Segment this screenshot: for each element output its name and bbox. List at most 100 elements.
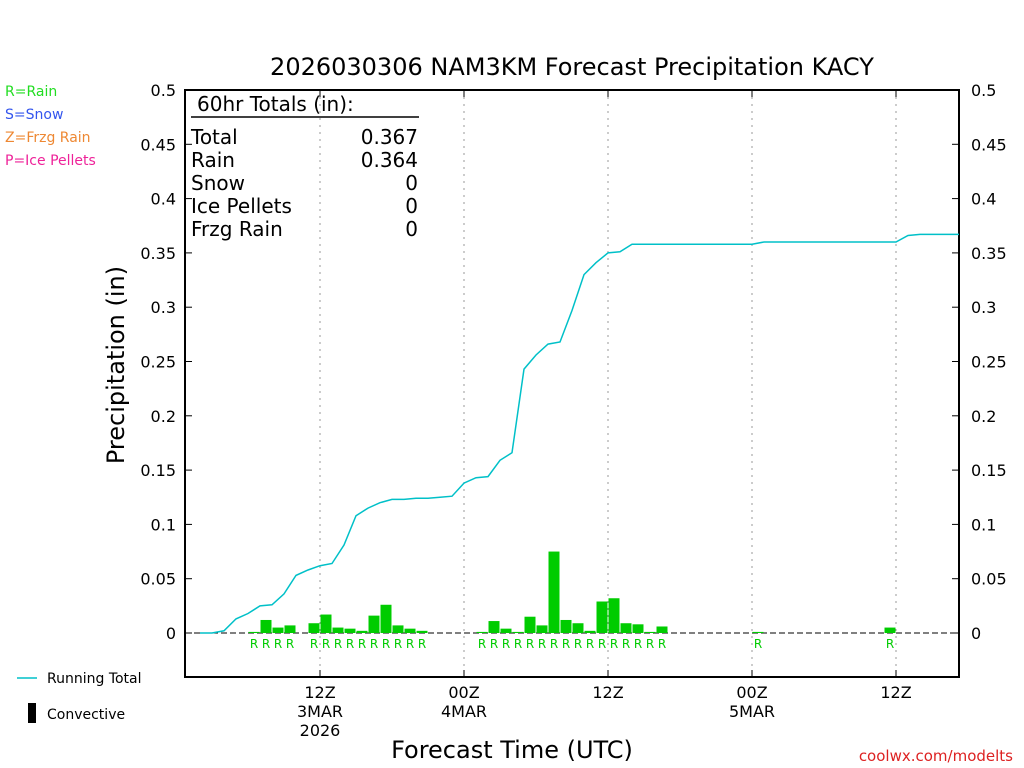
y-tick-left-label: 0.45: [140, 135, 176, 154]
y-tick-left-label: 0.25: [140, 353, 176, 372]
type-legend-entry: P=Ice Pellets: [5, 153, 96, 169]
precip-type-label: R: [622, 637, 630, 651]
watermark: coolwx.com/modelts: [859, 747, 1013, 765]
precip-bar: [644, 631, 656, 633]
y-tick-right-label: 0.4: [971, 190, 996, 209]
totals-row-value: 0.364: [361, 148, 418, 172]
precip-bar: [392, 625, 404, 633]
precip-bar: [572, 623, 584, 633]
precip-type-label: R: [406, 637, 414, 651]
precip-bar: [404, 628, 416, 633]
totals-row-value: 0.367: [361, 125, 418, 149]
precip-bar: [608, 598, 620, 633]
x-tick-label: 2026: [300, 721, 341, 740]
totals-box: 60hr Totals (in): Total 0.367 Rain 0.364 Sno…: [190, 92, 419, 241]
type-legend-entry: R=Rain: [5, 84, 57, 100]
y-axis-right: 0.5 0.45 0.4 0.35 0.3 0.25 0.2 0.15 0.1 0.05 0: [952, 81, 1007, 643]
precip-type-label: R: [394, 637, 402, 651]
x-tick-label: 00Z: [736, 683, 767, 702]
hourly-bars: [248, 551, 896, 633]
precip-bar: [320, 614, 332, 633]
y-tick-right-label: 0: [971, 624, 981, 643]
x-tick-label: 3MAR: [297, 702, 343, 721]
precip-type-label: R: [658, 637, 666, 651]
series-legend: Running Total Convective: [17, 671, 142, 723]
y-tick-left-label: 0: [166, 624, 176, 643]
precip-type-label: R: [574, 637, 582, 651]
x-tick-label: 12Z: [880, 683, 911, 702]
precip-bar: [476, 631, 488, 633]
precip-type-label: R: [646, 637, 654, 651]
precip-bar: [752, 631, 764, 633]
precip-bar: [620, 623, 632, 633]
precip-type-label: R: [322, 637, 330, 651]
totals-rows: Total 0.367 Rain 0.364 Snow 0 Ice Pellets 0 Frzg…: [190, 125, 418, 241]
y-tick-right-label: 0.2: [971, 407, 996, 426]
totals-row-label: Rain: [191, 148, 235, 172]
precip-bar: [512, 631, 524, 633]
convective-legend-label: Convective: [47, 707, 125, 723]
precip-bar: [548, 551, 560, 633]
precip-bar: [332, 627, 344, 633]
precip-bar: [308, 623, 320, 633]
precip-bar: [488, 621, 500, 633]
y-tick-right-label: 0.3: [971, 298, 996, 317]
precip-type-label: R: [250, 637, 258, 651]
precip-bar: [536, 625, 548, 633]
precip-bar: [560, 619, 572, 633]
precip-bar: [656, 626, 668, 633]
precip-type-label: R: [886, 637, 894, 651]
y-tick-left-label: 0.05: [140, 570, 176, 589]
precip-type-label: R: [550, 637, 558, 651]
precip-type-label: R: [526, 637, 534, 651]
chart-title: 2026030306 NAM3KM Forecast Precipitation…: [270, 53, 874, 81]
precip-bar: [380, 604, 392, 633]
precip-type-label: R: [262, 637, 270, 651]
precip-type-label: R: [598, 637, 606, 651]
y-tick-right-label: 0.35: [971, 244, 1007, 263]
y-tick-right-label: 0.45: [971, 135, 1007, 154]
running-total-legend-label: Running Total: [47, 671, 142, 687]
totals-row-label: Snow: [191, 171, 245, 195]
precip-type-label: R: [634, 637, 642, 651]
y-tick-right-label: 0.05: [971, 570, 1007, 589]
precip-type-label: R: [538, 637, 546, 651]
precip-type-label: R: [610, 637, 618, 651]
totals-row-label: Ice Pellets: [191, 194, 292, 218]
type-legend-entry: S=Snow: [5, 107, 63, 123]
precip-type-label: R: [478, 637, 486, 651]
convective-legend-swatch: [28, 703, 36, 723]
precip-type-label: R: [490, 637, 498, 651]
totals-row-value: 0: [405, 194, 418, 218]
precip-type-label: R: [382, 637, 390, 651]
x-tick-label: 5MAR: [729, 702, 775, 721]
x-tick-label: 12Z: [592, 683, 623, 702]
precip-bar: [596, 601, 608, 633]
y-axis-left: 0.5 0.45 0.4 0.35 0.3 0.25 0.2 0.15 0.1 0.05 0: [140, 81, 192, 643]
y-tick-right-label: 0.5: [971, 81, 996, 100]
precip-bar: [284, 625, 296, 633]
precip-bar: [356, 630, 368, 633]
precip-type-label: R: [274, 637, 282, 651]
y-tick-left-label: 0.15: [140, 461, 176, 480]
running-total-line: [200, 233, 959, 634]
precip-bar: [248, 631, 260, 633]
x-axis-label: Forecast Time (UTC): [391, 736, 633, 764]
precip-type-label: R: [562, 637, 570, 651]
precip-type-label: R: [346, 637, 354, 651]
precip-bar: [272, 627, 284, 633]
y-tick-right-label: 0.15: [971, 461, 1007, 480]
precip-bar: [584, 630, 596, 633]
x-tick-label: 4MAR: [441, 702, 487, 721]
y-tick-left-label: 0.5: [151, 81, 176, 100]
precip-type-label: R: [310, 637, 318, 651]
precip-bar: [500, 628, 512, 633]
precip-type-legend: R=Rain S=Snow Z=Frzg Rain P=Ice Pellets: [5, 84, 96, 169]
precip-bar: [368, 615, 380, 633]
totals-row-value: 0: [405, 217, 418, 241]
totals-row-value: 0: [405, 171, 418, 195]
precip-bar: [884, 627, 896, 633]
